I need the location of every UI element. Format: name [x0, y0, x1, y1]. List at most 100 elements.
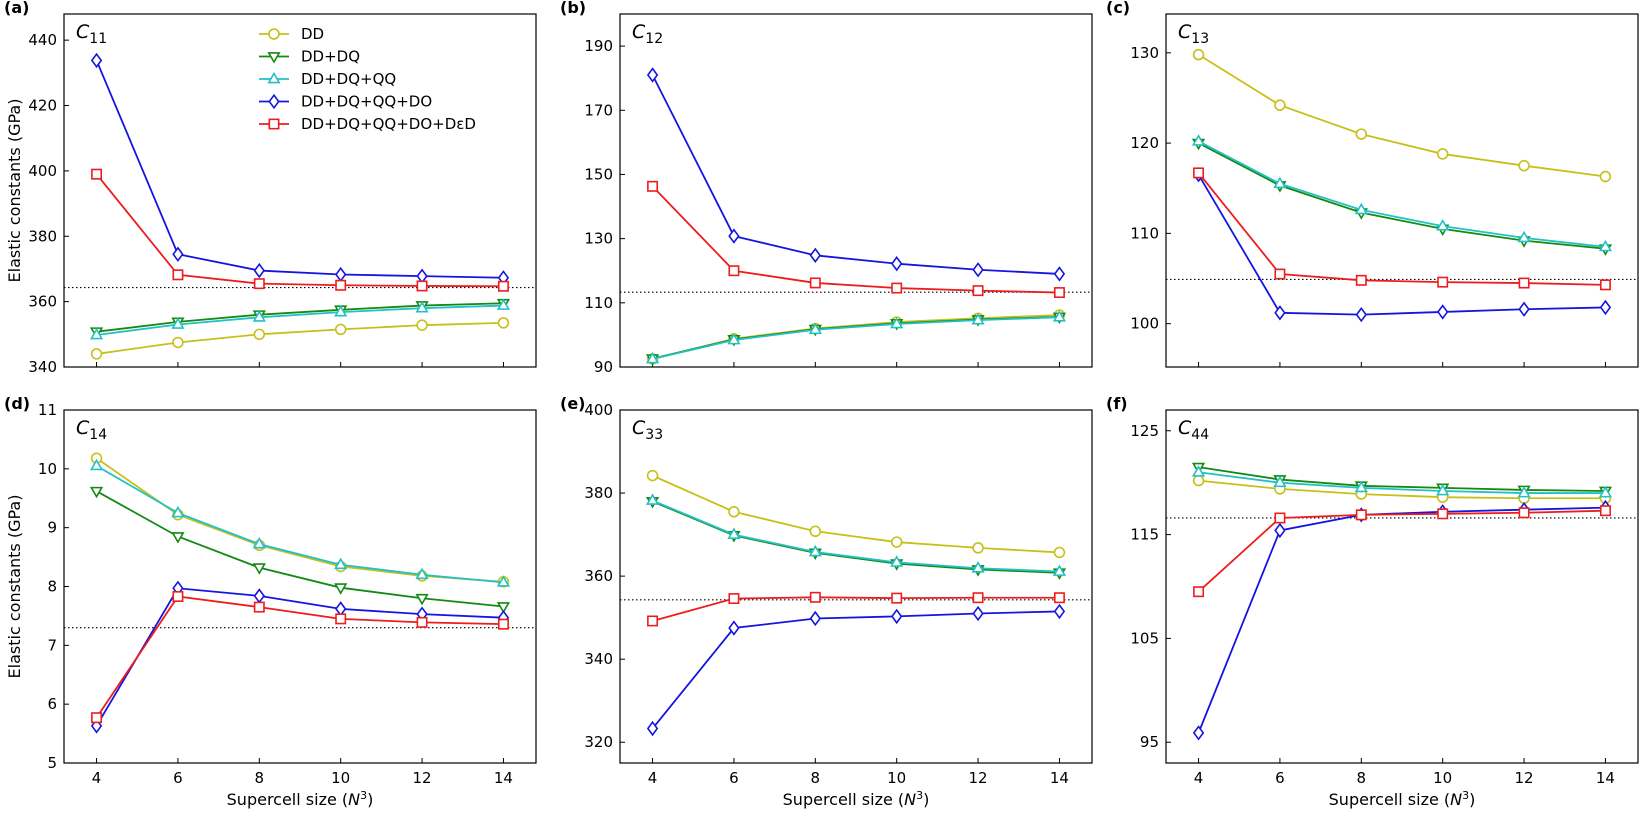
panel-c-tag: (c) [1106, 0, 1130, 17]
panel-a-series-dd-dq-qq-do-ded [91, 168, 509, 292]
panel-a-ylabel: Elastic constants (GPa) [5, 99, 24, 283]
panel-d-series-dd-dq-qq-do-line [95, 587, 504, 727]
panel-d-series-dd-dq-qq-do-ded [91, 591, 509, 724]
panel-b-series-dd-dq-qq-do-point-2 [809, 247, 821, 263]
panel-e-series-dd-dq-qq-do-point-0 [646, 720, 659, 737]
panel-c-series-dd-dq-qq-point-2 [1354, 202, 1368, 215]
panel-a-series-dd-dq-qq-line [96, 304, 504, 336]
panel-f-series-dd-dq-qq-do-ded-point-3 [1437, 508, 1449, 520]
panel-a-ytick-label-2: 380 [28, 227, 57, 245]
panel-e-series-dd-dq-qq-point-1 [727, 527, 741, 539]
panel-c-series-dd-dq-qq-do-ded-line [1197, 172, 1606, 286]
panel-b-series-dd-dq-qq-point-2 [808, 322, 822, 335]
panel-b-ytick-label-3: 150 [584, 165, 613, 183]
panel-f-series-dd-dq-line [1198, 466, 1606, 492]
panel-b-ytick-label-4: 170 [584, 101, 613, 119]
panel-b-series-dd-dq-qq-do-ded-point-0 [647, 180, 659, 192]
panel-a-ytick-label-5: 440 [28, 31, 57, 49]
panel-d-series-dd-dq-point-3 [334, 583, 348, 595]
panel-b-series-dd-dq-qq-do-point-3 [891, 255, 903, 272]
panel-e-series-dd-dq-qq-do [646, 603, 1066, 737]
panel-b-series-dd-dq-qq-do-point-4 [972, 262, 984, 278]
legend-entry-dd-dq: DD+DQ [259, 48, 360, 66]
panel-e-series-dd-dq-qq-do-line [651, 610, 1060, 730]
panel-f-series-dd-line [1198, 479, 1606, 500]
panel-d-series-dd-dq-qq-point-4 [415, 567, 429, 580]
panel-d-series-dd-dq-qq [89, 458, 511, 587]
panel-c: (c) 100 110 120 130 C13 [1106, 0, 1639, 368]
panel-e-ytick-label-0: 320 [584, 733, 613, 751]
panel-e-series-dd-dq-qq-do-ded-point-1 [728, 593, 740, 605]
panel-c-series-dd-dq-qq-point-5 [1598, 239, 1613, 252]
panel-b-series-dd-dq-qq-do-ded-point-3 [891, 282, 903, 294]
panel-f-series-dd-dq-qq-do-ded-point-5 [1599, 505, 1611, 517]
panel-a-ytick-label-3: 400 [28, 162, 57, 180]
panel-e-series-dd-dq-qq-do-ded [647, 591, 1065, 627]
panel-e-xtick-label-0: 4 [648, 769, 658, 787]
panel-a: (a) 340 360 380 400 420 440 C11 Elastic constant… [4, 0, 537, 376]
panel-f-series-dd-dq-qq-do-ded-point-2 [1355, 509, 1367, 521]
panel-f: (f) 95 105 115 125 4 6 8 10 12 14 C44 Supercell size… [1106, 394, 1639, 809]
panel-d-ytick-label-1: 6 [47, 695, 57, 713]
panel-e-series-dd-dq-qq-point-0 [645, 493, 660, 505]
panel-b-series-dd-dq-qq-do-ded [647, 180, 1065, 299]
panel-c-series-dd-dq-qq-do-ded-point-2 [1355, 274, 1367, 286]
panel-f-xtick-label-4: 12 [1515, 769, 1534, 787]
panel-c-series-dd-dq-qq-do-ded-point-4 [1518, 277, 1530, 289]
panel-b-series-dd-dq-qq-point-1 [727, 332, 741, 345]
panel-c-series-dd-point-2 [1355, 128, 1368, 140]
panel-b-ytick-label-5: 190 [584, 37, 613, 55]
panel-c-series-dd-dq-qq-point-0 [1191, 134, 1206, 146]
panel-a-series-dd-dq-qq-do-ded-point-5 [497, 280, 509, 292]
panel-c-series-dd-dq-qq-do-ded-point-1 [1274, 268, 1286, 280]
panel-b-series-dd-dq-qq-point-4 [971, 313, 985, 325]
panel-f-xtick-label-0: 4 [1194, 769, 1204, 787]
panel-b-series-dd-dq-qq-do-ded-line [651, 185, 1060, 294]
panel-e-series-dd-point-2 [809, 525, 822, 538]
legend-entry-dd-dq-qq: DD+DQ+QQ [259, 70, 396, 88]
panel-c-series-dd-point-3 [1436, 148, 1449, 160]
panel-d-series-dd-dq-qq-do-ded-point-2 [253, 601, 265, 613]
panel-c-ytick-label-0: 100 [1130, 315, 1159, 333]
panel-f-series-dd-dq-qq [1191, 465, 1613, 498]
panel-d: (d) 5 6 7 8 9 10 11 4 6 8 10 12 14 C14 Elastic constant… [4, 394, 537, 809]
panel-a-series-dd-dq-qq-point-4 [415, 301, 429, 313]
panel-a-series-dd-dq-line [96, 302, 504, 333]
panel-f-series-dd-dq-qq-do-ded-point-0 [1193, 586, 1205, 598]
panel-a-series-dd-point-2 [253, 328, 266, 341]
panel-d-series-dd-dq-point-1 [171, 532, 185, 544]
panel-a-series-dd-dq-qq-do-ded-point-3 [335, 279, 347, 291]
panel-e-series-dd-point-5 [1053, 546, 1066, 559]
panel-c-series-dd-dq-qq-point-1 [1273, 176, 1287, 189]
panel-a-title: C11 [76, 21, 107, 47]
panel-f-xtick-label-1: 6 [1275, 769, 1285, 787]
panel-a-series-dd-point-0 [90, 348, 103, 360]
panel-e-series-dd-dq-qq-do-ded-line [652, 596, 1060, 622]
panel-d-ylabel: Elastic constants (GPa) [5, 495, 24, 679]
panel-d-series-dd-line [96, 457, 504, 583]
panel-e-series-dd-dq-qq-do-ded-point-3 [891, 592, 903, 604]
legend-entry-dd-dq-qq-do-ded: DD+DQ+QQ+DO+DεD [259, 115, 476, 133]
panel-c-series-dd-dq-qq-do-point-4 [1518, 301, 1530, 317]
panel-e-xtick-label-3: 10 [887, 769, 906, 787]
panel-e-series-dd-point-3 [890, 536, 903, 548]
panel-e-tag: (e) [560, 394, 585, 413]
panel-e-xtick-label-4: 12 [969, 769, 988, 787]
panel-d-series-dd-dq-qq-point-3 [334, 557, 348, 570]
panel-f-ytick-label-1: 105 [1130, 629, 1159, 647]
panel-e-series-dd [646, 469, 1066, 559]
panel-f-ytick-label-3: 125 [1130, 422, 1159, 440]
panel-f-xtick-label-3: 10 [1433, 769, 1452, 787]
panel-c-series-dd-point-5 [1599, 170, 1612, 183]
panel-f-series-dd-dq-qq-do-ded-line [1197, 509, 1606, 593]
panel-f-series-dd-dq-qq-do-line [1197, 506, 1606, 734]
panel-d-xtick-label-3: 10 [331, 769, 350, 787]
panel-b-frame [619, 13, 1093, 368]
panel-c-series-dd-line [1198, 53, 1606, 178]
panel-b-series-dd-line [652, 314, 1060, 360]
panel-d-series-dd-dq-qq-do-point-0 [90, 718, 103, 734]
panel-f-ytick-label-0: 95 [1140, 733, 1159, 751]
panel-b-series-dd-dq-line [652, 316, 1060, 360]
panel-b-series-dd-dq-qq-do-ded-point-1 [728, 265, 740, 277]
